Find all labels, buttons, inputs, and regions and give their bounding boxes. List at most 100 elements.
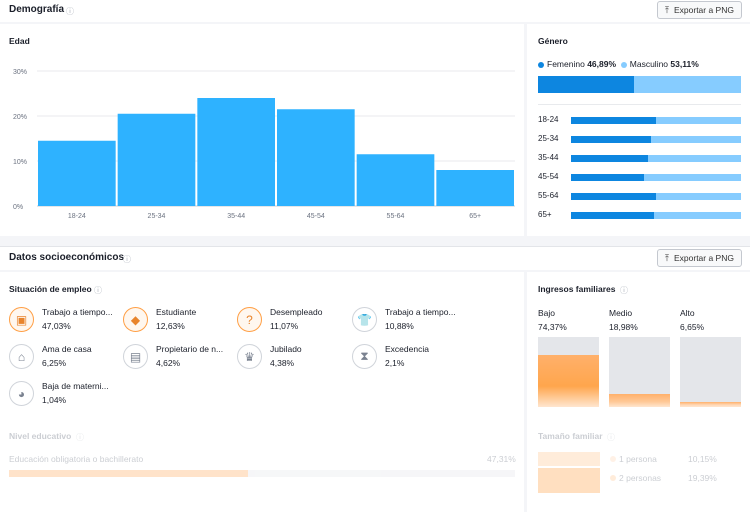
ingresos-label: Alto: [680, 308, 695, 318]
socio-header: [0, 246, 750, 270]
empleo-item-value: 2,1%: [385, 358, 405, 368]
empleo-item-label: Desempleado: [270, 307, 323, 317]
genero-row-male-bar[interactable]: [644, 174, 741, 181]
genero-total-female: [538, 76, 634, 93]
upload-icon: ⤒: [665, 4, 669, 15]
genero-row-label: 35-44: [538, 153, 559, 162]
empleo-item-label: Jubilado: [270, 344, 302, 354]
empleo-item-value: 10,88%: [385, 321, 414, 331]
genero-row-male-bar[interactable]: [656, 193, 741, 200]
info-icon[interactable]: ⓘ: [607, 433, 615, 442]
ingresos-value: 6,65%: [680, 322, 705, 332]
info-icon[interactable]: ⓘ: [76, 433, 84, 442]
demografia-header: [0, 0, 750, 22]
y-tick-label: 20%: [13, 114, 27, 121]
genero-row-female-bar[interactable]: [571, 117, 656, 124]
upload-icon: ⤒: [665, 252, 669, 263]
nivel-educativo-track: [9, 470, 515, 477]
genero-row-male-bar[interactable]: [654, 212, 741, 219]
question-icon: ?: [237, 307, 262, 332]
divider: [538, 104, 741, 105]
bar-65+[interactable]: [436, 170, 514, 206]
ingresos-fill: [538, 354, 599, 407]
empleo-item-value: 4,38%: [270, 358, 295, 368]
empleo-item-label: Excedencia: [385, 344, 429, 354]
x-tick-label: 45-54: [307, 213, 325, 220]
ingresos-card: Ingresos familiares ⓘ Bajo 74,37% Medio 18,…: [527, 272, 750, 512]
ingresos-title: Ingresos familiares: [538, 284, 616, 294]
edad-chart: 30% 20% 10% 0% 18-24 25-34 35-44 45-54 55-64 65+: [13, 69, 515, 220]
genero-row-label: 55-64: [538, 191, 559, 200]
genero-row-female-bar[interactable]: [571, 155, 648, 162]
genero-row-male-bar[interactable]: [656, 117, 741, 124]
export-png-button[interactable]: ⤒ Exportar a PNG: [657, 249, 742, 267]
nivel-educativo-fill: [9, 470, 249, 477]
y-tick-label: 30%: [13, 69, 27, 76]
genero-row-male-bar[interactable]: [647, 155, 741, 162]
demografia-title: Demografía: [9, 4, 65, 15]
genero-row-label: 45-54: [538, 172, 559, 181]
bar-45-54[interactable]: [277, 109, 355, 206]
genero-legend: Femenino 46,89% Masculino 53,11%: [538, 59, 699, 69]
empleo-item-value: 6,25%: [42, 358, 67, 368]
ingresos-column[interactable]: [538, 337, 599, 407]
bar-18-24[interactable]: [38, 140, 116, 206]
bar-55-64[interactable]: [356, 154, 435, 206]
socio-title: Datos socioeconómicos: [9, 252, 125, 263]
y-tick-label: 10%: [13, 159, 27, 166]
masculino-dot: [620, 61, 627, 68]
genero-row-label: 18-24: [538, 115, 559, 124]
empleo-item-value: 4,62%: [156, 358, 181, 368]
ingresos-column[interactable]: [609, 337, 670, 407]
empleo-item-label: Baja de materni...: [42, 381, 109, 391]
empleo-card: Situación de empleo ⓘ ▣ Trabajo a tiempo.…: [0, 272, 524, 512]
femenino-value: 46,89%: [587, 59, 617, 69]
x-tick-label: 55-64: [387, 213, 405, 220]
briefcase-icon: ▣: [9, 307, 34, 332]
ingresos-label: Bajo: [538, 308, 556, 318]
x-tick-label: 35-44: [227, 213, 245, 220]
x-tick-label: 18-24: [68, 213, 86, 220]
info-icon[interactable]: ⓘ: [123, 255, 131, 264]
genero-row-male-bar[interactable]: [650, 136, 741, 143]
ingresos-column[interactable]: [680, 337, 741, 407]
genero-row-female-bar[interactable]: [571, 212, 655, 219]
bar-35-44[interactable]: [197, 98, 275, 206]
empleo-item-value: 47,03%: [42, 321, 71, 331]
info-icon[interactable]: ⓘ: [94, 286, 102, 295]
tamano-dot-1: [610, 456, 616, 462]
femenino-label: Femenino: [547, 59, 585, 69]
nivel-educativo-value: 47,31%: [487, 454, 516, 464]
bar-25-34[interactable]: [117, 113, 196, 206]
ingresos-value: 18,98%: [609, 322, 638, 332]
ingresos-label: Medio: [609, 308, 633, 318]
export-label: Exportar a PNG: [673, 253, 734, 263]
y-tick-label: 0%: [13, 204, 23, 211]
empleo-title: Situación de empleo: [9, 284, 92, 294]
empleo-item-label: Ama de casa: [42, 344, 92, 354]
genero-total-male: [634, 76, 741, 93]
shirt-icon: 👕: [352, 307, 377, 332]
info-icon[interactable]: ⓘ: [620, 286, 628, 295]
femenino-dot: [538, 61, 544, 68]
empleo-item-value: 12,63%: [156, 321, 185, 331]
graduation-cap-icon: ◆: [123, 307, 148, 332]
house-icon: ⌂: [9, 344, 34, 369]
export-png-button[interactable]: ⤒ Exportar a PNG: [657, 1, 742, 19]
info-icon[interactable]: ⓘ: [66, 7, 74, 16]
nivel-educativo-title: Nivel educativo: [9, 431, 72, 441]
hourglass-icon: ⧗: [352, 344, 377, 369]
empleo-item-value: 11,07%: [270, 321, 299, 331]
genero-title: Género: [538, 36, 568, 46]
genero-row-female-bar[interactable]: [571, 174, 645, 181]
tamano-dot-2: [610, 475, 616, 481]
masculino-label: Masculino: [629, 59, 669, 69]
empleo-item-label: Trabajo a tiempo...: [385, 307, 456, 317]
edad-title: Edad: [9, 36, 30, 46]
genero-row-female-bar[interactable]: [571, 136, 651, 143]
genero-row-female-bar[interactable]: [571, 193, 656, 200]
empleo-item-label: Trabajo a tiempo...: [42, 307, 113, 317]
tamano-value-1: 10,15%: [688, 454, 717, 464]
x-tick-label: 25-34: [148, 213, 166, 220]
store-icon: ▤: [123, 344, 148, 369]
